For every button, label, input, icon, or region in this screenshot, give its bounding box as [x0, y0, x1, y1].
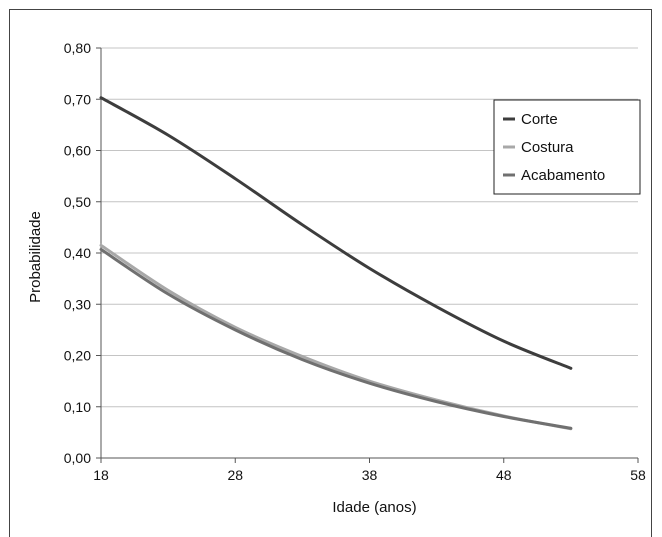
y-tick-label: 0,70 [64, 91, 91, 107]
y-tick-label: 0,60 [64, 143, 91, 159]
y-axis-title: Probabilidade [27, 211, 44, 303]
x-tick-label: 38 [362, 467, 378, 483]
y-tick-label: 0,40 [64, 245, 91, 261]
x-tick-labels: 18 28 38 48 58 [93, 467, 646, 483]
series-line-costura [99, 243, 573, 431]
axes [96, 47, 639, 463]
legend-label-costura: Costura [521, 139, 574, 156]
x-tick-label: 48 [496, 467, 512, 483]
legend-label-corte: Corte [521, 111, 558, 128]
series-lines [99, 96, 573, 431]
y-tick-label: 0,50 [64, 194, 91, 210]
x-tick-label: 18 [93, 467, 109, 483]
legend-label-acabamento: Acabamento [521, 167, 605, 184]
y-tick-labels: 0,00 0,10 0,20 0,30 0,40 0,50 0,60 0,70 0,80 [64, 40, 91, 466]
series-line-corte [99, 96, 573, 370]
y-tick-label: 0,30 [64, 296, 91, 312]
y-tick-label: 0,10 [64, 399, 91, 415]
y-tick-label: 0,20 [64, 348, 91, 364]
x-tick-label: 58 [630, 467, 646, 483]
series-line-acabamento [99, 247, 573, 430]
legend: Corte Costura Acabamento [493, 99, 641, 195]
chart-frame [9, 9, 652, 537]
y-tick-label: 0,80 [64, 40, 91, 56]
y-tick-label: 0,00 [64, 450, 91, 466]
x-axis-title: Idade (anos) [332, 499, 416, 516]
x-tick-label: 28 [227, 467, 243, 483]
legend-box [493, 99, 641, 195]
